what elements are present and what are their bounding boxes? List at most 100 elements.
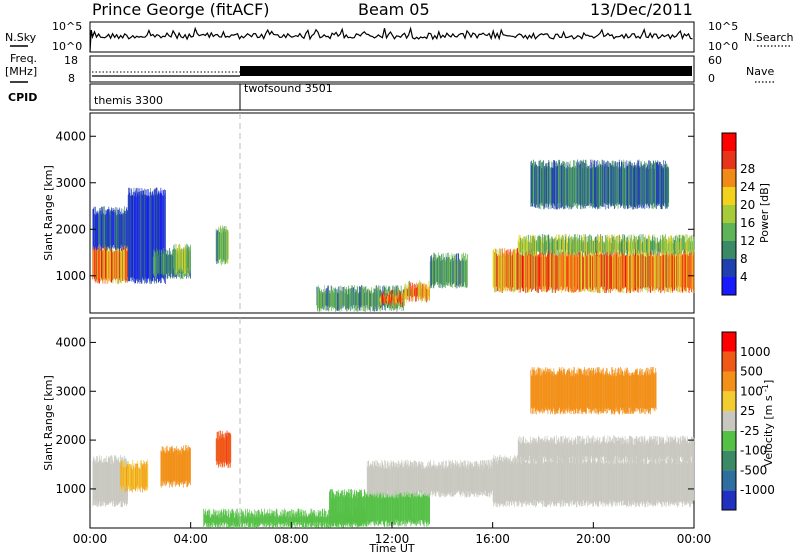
power-data-cell-2 [144,188,145,284]
vel-data-cell-7 [595,462,597,505]
vel-data-cell-7 [555,456,557,504]
power-data-cell-12 [660,162,661,208]
power-data-cell-11 [638,237,640,251]
power-data-cell-11 [555,236,556,256]
vel-data-cell-2 [161,451,162,481]
vel-data-cell-8 [685,438,686,457]
vel-data-cell-7 [614,459,616,502]
power-data-cell-6 [365,286,367,309]
vel-data-cell-8 [595,438,597,458]
power-data-cell-12 [578,162,579,203]
vel-data-cell-6 [456,467,457,494]
power-data-cell-11 [534,238,535,253]
vel-data-cell-5 [350,497,351,525]
power-data-cell-11 [656,237,658,251]
power-data-cell-12 [538,160,539,209]
nsky-panel: N.Sky 10^5 10^0 10^5 10^0 N.Search [5,20,794,53]
vel-data-cell-8 [675,439,676,463]
power-data-cell-10 [517,254,519,290]
power-data-cell-5 [220,226,221,259]
vel-data-cell-6 [379,463,381,492]
power-data-cell-6 [336,293,338,310]
vel-data-cell-5 [366,494,367,526]
vel-data-cell-1 [131,466,132,486]
vel-data-cell-6 [462,465,464,491]
power-data-cell-0 [111,247,113,283]
y-tick-label: 3000 [55,384,86,398]
vel-data-cell-6 [470,462,472,495]
nsearch-tick-top: 10^5 [708,20,738,33]
power-data-cell-12 [551,161,552,203]
vel-data-cell-7 [542,459,543,508]
power-data-cell-11 [687,239,688,255]
power-data-cell-3 [165,249,167,278]
vel-data-cell-8 [598,440,600,463]
power-data-cell-10 [590,255,592,292]
vel-data-cell-7 [493,458,495,504]
power-data-cell-9 [448,257,449,283]
power-data-cell-11 [661,241,663,251]
vel-data-cell-9 [566,369,568,414]
vel-data-cell-0 [96,456,98,507]
power-data-cell-6 [384,286,385,307]
vel-data-cell-7 [616,457,618,506]
vel-data-cell-8 [587,443,589,462]
power-data-cell-10 [598,254,600,294]
vel-data-cell-4 [331,518,333,524]
vel-data-cell-4 [290,511,291,527]
power-data-cell-11 [628,235,630,251]
power-data-cell-5 [215,228,217,262]
vel-data-cell-9 [631,372,633,412]
power-data-cell-11 [564,243,565,256]
vel-data-cell-6 [484,460,486,491]
vel-data-cell-9 [622,371,623,415]
power-data-cell-4 [186,243,187,275]
power-data-cell-11 [549,242,551,255]
power-data-cell-1 [114,209,116,249]
vel-data-cell-6 [406,459,408,493]
power-data-cell-4 [186,247,188,270]
vel-data-cell-4 [309,513,311,523]
vel-data-cell-5 [398,489,400,526]
vel-data-cell-4 [288,511,289,527]
vel-data-cell-7 [509,458,511,504]
vel-data-cell-8 [691,436,693,462]
vel-data-cell-4 [314,515,316,528]
power-data-cell-6 [321,289,322,309]
vel-data-cell-8 [578,436,580,459]
vel-data-cell-8 [629,435,630,463]
freq-panel: Freq. [MHz] 18 8 60 0 Nave [5,52,775,85]
power-data-cell-12 [583,159,584,208]
vel-data-cell-9 [644,373,646,415]
power-data-cell-12 [628,161,630,209]
power-data-cell-7 [403,292,405,305]
vel-data-cell-6 [390,464,391,492]
power-data-cell-10 [643,249,644,289]
power-data-cell-10 [651,255,653,292]
vel-data-cell-7 [693,460,694,501]
power-data-cell-12 [614,166,615,209]
power-data-cell-11 [525,239,526,254]
vel-data-cell-5 [399,490,400,526]
power-data-cell-10 [516,253,517,291]
power-data-cell-11 [659,239,661,250]
power-data-cell-1 [123,209,125,249]
power-data-cell-12 [665,165,667,205]
vel-data-cell-9 [545,367,546,410]
power-data-cell-2 [142,195,144,278]
power-data-cell-11 [527,242,529,255]
vel-data-cell-7 [575,464,576,504]
vel-data-cell-7 [515,458,516,502]
power-data-cell-1 [118,214,120,250]
power-data-cell-12 [636,167,637,207]
power-data-cell-11 [666,240,668,251]
power-data-cell-11 [592,238,594,256]
vel-data-cell-9 [620,366,621,408]
vel-data-cell-8 [684,439,686,461]
vel-data-cell-8 [565,436,566,457]
vel-data-cell-4 [302,515,303,528]
vel-data-cell-0 [93,456,95,505]
vel-data-cell-9 [548,369,550,410]
power-data-cell-12 [614,161,616,208]
power-data-cell-2 [137,191,139,284]
